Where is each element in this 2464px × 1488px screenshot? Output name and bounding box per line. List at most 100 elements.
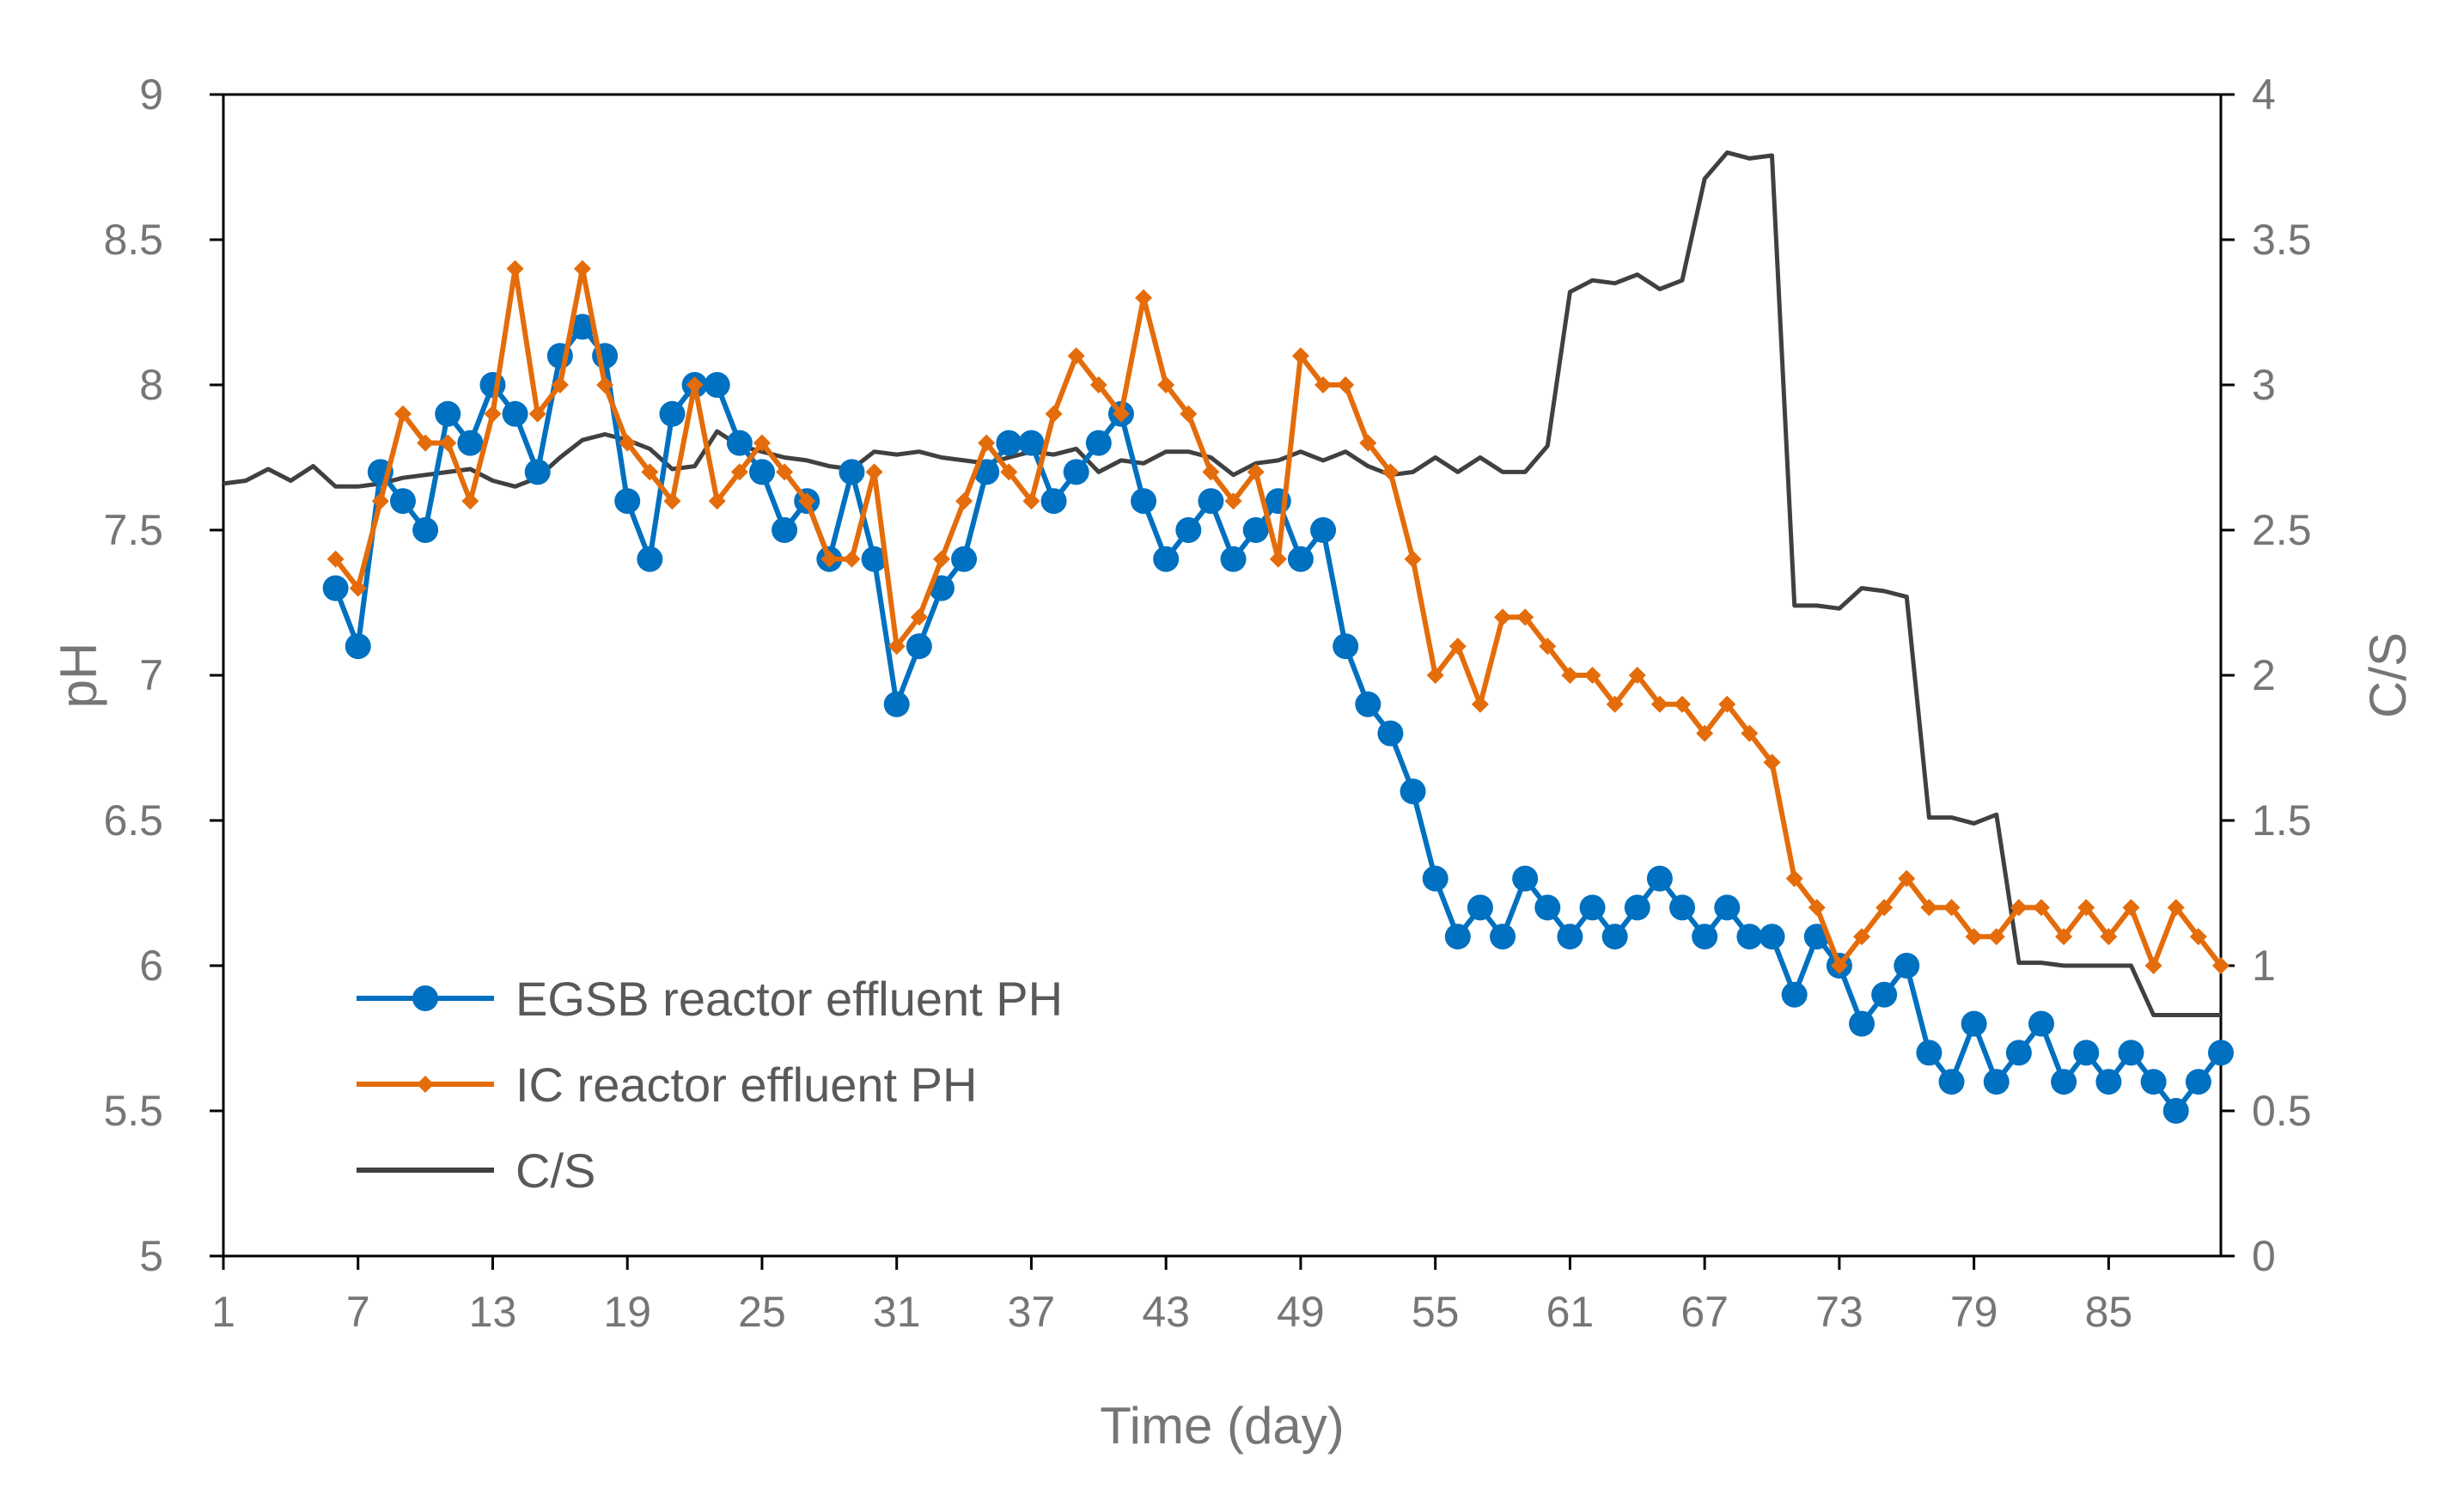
ic-point — [1606, 695, 1624, 713]
ic-point — [776, 463, 794, 481]
legend-item-egsb: EGSB reactor effluent PH — [357, 972, 1063, 1026]
ic-point — [417, 434, 435, 452]
ic-point — [326, 550, 345, 568]
ic-point — [798, 492, 816, 510]
ic-point — [1449, 637, 1467, 656]
y-left-tick-label: 5 — [139, 1232, 163, 1280]
ic-point — [1224, 492, 1242, 510]
ic-point — [1089, 376, 1107, 393]
ic-point — [1561, 667, 1579, 684]
x-tick-label: 61 — [1546, 1288, 1595, 1336]
legend-label: EGSB reactor effluent PH — [515, 972, 1063, 1026]
x-tick-label: 25 — [738, 1288, 786, 1336]
y-left-tick-label: 5.5 — [103, 1087, 163, 1135]
egsb-point — [1355, 691, 1381, 717]
ic-point — [1987, 928, 2005, 946]
x-tick-label: 73 — [1815, 1288, 1863, 1336]
ic-point — [1539, 637, 1557, 656]
ic-point — [484, 405, 502, 423]
egsb-point — [704, 372, 730, 398]
ic-point — [349, 579, 367, 597]
egsb-point — [1781, 981, 1808, 1008]
legend-label: C/S — [515, 1143, 595, 1198]
egsb-point — [1849, 1010, 1875, 1037]
ic-point — [1404, 550, 1422, 568]
ic-point — [439, 434, 457, 452]
x-tick-label: 55 — [1412, 1288, 1460, 1336]
egsb-point — [614, 488, 641, 515]
egsb-point — [2095, 1069, 2122, 1095]
egsb-point — [322, 575, 349, 601]
egsb-point — [883, 691, 910, 717]
ic-point — [2212, 957, 2229, 974]
legend-item-ic: IC reactor effluent PH — [357, 1058, 977, 1112]
egsb-point — [1310, 517, 1337, 543]
egsb-point — [2073, 1040, 2100, 1066]
ic-point — [573, 259, 591, 277]
y-left-tick-label: 6.5 — [103, 796, 163, 845]
y-left-tick-label: 9 — [139, 70, 163, 119]
egsb-point — [569, 314, 595, 340]
egsb-point — [1085, 430, 1112, 456]
egsb-point — [1512, 865, 1539, 892]
series-layer — [223, 150, 2234, 1124]
egsb-point — [906, 633, 932, 660]
y-left-tick-label: 7 — [139, 651, 163, 699]
ic-point — [1875, 899, 1894, 917]
ic-point — [708, 492, 726, 510]
ic-point — [1112, 405, 1130, 423]
ic-point — [1291, 347, 1309, 365]
ic-point — [2167, 899, 2185, 917]
egsb-point — [861, 546, 887, 572]
egsb-point — [1714, 894, 1741, 921]
ic-point — [2010, 899, 2028, 917]
egsb-point — [2208, 1040, 2234, 1066]
ic-point — [1650, 695, 1668, 713]
egsb-point — [1040, 488, 1067, 515]
egsb-point — [1692, 924, 1718, 950]
egsb-point — [1557, 924, 1583, 950]
y-right-tick-label: 2.5 — [2252, 506, 2312, 554]
egsb-point — [1490, 924, 1516, 950]
ic-point — [1359, 434, 1377, 452]
y-right-tick-label: 1 — [2252, 942, 2276, 990]
ic-point — [1898, 869, 1916, 887]
egsb-point — [1534, 894, 1561, 921]
y-axis-left-title: pH — [50, 643, 107, 709]
egsb-point — [1601, 924, 1628, 950]
ic-point — [1494, 608, 1512, 626]
egsb-point — [772, 517, 798, 543]
ic-point — [730, 463, 748, 481]
ic-point — [1853, 928, 1871, 946]
ic-series — [326, 259, 2229, 974]
ic-point — [1965, 928, 1983, 946]
ic-point — [1583, 667, 1601, 684]
egsb-point — [748, 459, 775, 485]
y-right-tick-label: 3.5 — [2252, 216, 2312, 264]
ic-point — [843, 550, 861, 568]
egsb-point — [1377, 720, 1404, 747]
egsb-point — [479, 372, 506, 398]
ic-point — [1337, 376, 1355, 393]
ic-point — [1381, 463, 1400, 481]
egsb-point — [1916, 1040, 1943, 1066]
x-tick-label: 1 — [211, 1288, 235, 1336]
egsb-point — [502, 400, 528, 427]
ic-point — [1471, 695, 1489, 713]
legend-marker-circle — [412, 985, 438, 1011]
ic-point — [1718, 695, 1736, 713]
ic-point — [619, 434, 637, 452]
ic-point — [1000, 463, 1018, 481]
egsb-point — [412, 517, 439, 543]
ic-point — [1920, 899, 1938, 917]
egsb-point — [1018, 430, 1045, 456]
ic-point — [865, 463, 883, 481]
egsb-point — [1669, 894, 1696, 921]
egsb-point — [1220, 546, 1247, 572]
ic-point — [2144, 957, 2162, 974]
ic-point — [1022, 492, 1040, 510]
egsb-point — [1242, 517, 1269, 543]
ic-point — [663, 492, 681, 510]
y-right-tick-label: 2 — [2252, 651, 2276, 699]
legend: EGSB reactor effluent PH IC reactor efflu… — [357, 972, 1063, 1198]
